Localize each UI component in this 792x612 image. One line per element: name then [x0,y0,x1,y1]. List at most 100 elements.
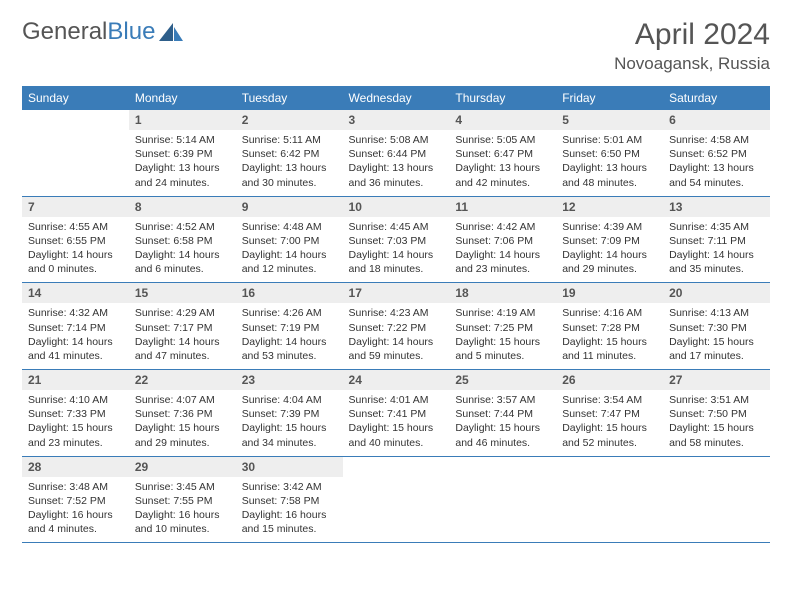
day-number: 26 [556,370,663,390]
sunset-line: Sunset: 7:36 PM [135,407,230,421]
day-number: 17 [343,283,450,303]
daylight-line-1: Daylight: 16 hours [135,508,230,522]
daylight-line-2: and 4 minutes. [28,522,123,536]
dayname-header: Saturday [663,86,770,110]
sunrise-line: Sunrise: 4:16 AM [562,306,657,320]
day-number: 10 [343,197,450,217]
daylight-line-2: and 53 minutes. [242,349,337,363]
daylight-line-2: and 42 minutes. [455,176,550,190]
daylight-line-1: Daylight: 14 hours [135,248,230,262]
sunset-line: Sunset: 7:28 PM [562,321,657,335]
sunrise-line: Sunrise: 4:19 AM [455,306,550,320]
day-number: 18 [449,283,556,303]
daylight-line-2: and 15 minutes. [242,522,337,536]
sunset-line: Sunset: 6:55 PM [28,234,123,248]
day-number: 20 [663,283,770,303]
daylight-line-2: and 10 minutes. [135,522,230,536]
calendar-day: 11 Sunrise: 4:42 AMSunset: 7:06 PMDayligh… [449,196,556,283]
daylight-line-2: and 52 minutes. [562,436,657,450]
sunset-line: Sunset: 7:06 PM [455,234,550,248]
sunrise-line: Sunrise: 4:13 AM [669,306,764,320]
day-number: 24 [343,370,450,390]
daylight-line-2: and 30 minutes. [242,176,337,190]
calendar-day: 20Sunrise: 4:13 AMSunset: 7:30 PMDayligh… [663,283,770,370]
sunset-line: Sunset: 7:09 PM [562,234,657,248]
day-number: 11 [449,197,556,217]
sunrise-line: Sunrise: 5:01 AM [562,133,657,147]
calendar-day: 8Sunrise: 4:52 AMSunset: 6:58 PMDaylight… [129,196,236,283]
day-details: Sunrise: 4:07 AMSunset: 7:36 PMDaylight:… [129,390,236,456]
dayname-header: Thursday [449,86,556,110]
daylight-line-1: Daylight: 14 hours [349,248,444,262]
calendar-day-empty [343,456,450,543]
day-details: Sunrise: 4:01 AMSunset: 7:41 PMDaylight:… [343,390,450,456]
brand-part1: General [22,18,107,45]
sunset-line: Sunset: 7:41 PM [349,407,444,421]
day-number: 9 [236,197,343,217]
day-number: 13 [663,197,770,217]
sunrise-line: Sunrise: 4:10 AM [28,393,123,407]
sunset-line: Sunset: 7:19 PM [242,321,337,335]
day-number: 25 [449,370,556,390]
sunset-line: Sunset: 7:25 PM [455,321,550,335]
day-details: Sunrise: 4:52 AMSunset: 6:58 PMDaylight:… [129,217,236,283]
daylight-line-1: Daylight: 14 hours [349,335,444,349]
calendar-day: 5Sunrise: 5:01 AMSunset: 6:50 PMDaylight… [556,110,663,196]
sunset-line: Sunset: 7:33 PM [28,407,123,421]
daylight-line-2: and 54 minutes. [669,176,764,190]
day-number: 6 [663,110,770,130]
sunset-line: Sunset: 7:22 PM [349,321,444,335]
daylight-line-2: and 35 minutes. [669,262,764,276]
day-number: 29 [129,457,236,477]
daylight-line-2: and 17 minutes. [669,349,764,363]
sunrise-line: Sunrise: 4:29 AM [135,306,230,320]
daylight-line-2: and 59 minutes. [349,349,444,363]
day-details: Sunrise: 5:05 AMSunset: 6:47 PMDaylight:… [449,130,556,196]
day-number: 16 [236,283,343,303]
daylight-line-1: Daylight: 14 hours [455,248,550,262]
day-number: 14 [22,283,129,303]
sunset-line: Sunset: 7:03 PM [349,234,444,248]
calendar-day: 19Sunrise: 4:16 AMSunset: 7:28 PMDayligh… [556,283,663,370]
calendar-day: 1Sunrise: 5:14 AMSunset: 6:39 PMDaylight… [129,110,236,196]
day-number: 30 [236,457,343,477]
sunrise-line: Sunrise: 4:04 AM [242,393,337,407]
daylight-line-2: and 5 minutes. [455,349,550,363]
sunset-line: Sunset: 7:44 PM [455,407,550,421]
day-details: Sunrise: 4:13 AMSunset: 7:30 PMDaylight:… [663,303,770,369]
day-details: Sunrise: 4:10 AMSunset: 7:33 PMDaylight:… [22,390,129,456]
daylight-line-1: Daylight: 13 hours [349,161,444,175]
calendar-day: 15Sunrise: 4:29 AMSunset: 7:17 PMDayligh… [129,283,236,370]
daylight-line-1: Daylight: 13 hours [455,161,550,175]
daylight-line-2: and 47 minutes. [135,349,230,363]
day-details: Sunrise: 4:35 AMSunset: 7:11 PMDaylight:… [663,217,770,283]
sunrise-line: Sunrise: 5:08 AM [349,133,444,147]
day-number: 28 [22,457,129,477]
sunrise-line: Sunrise: 4:39 AM [562,220,657,234]
daylight-line-1: Daylight: 15 hours [669,421,764,435]
daylight-line-1: Daylight: 13 hours [135,161,230,175]
day-details: Sunrise: 3:51 AMSunset: 7:50 PMDaylight:… [663,390,770,456]
daylight-line-2: and 46 minutes. [455,436,550,450]
sunrise-line: Sunrise: 4:42 AM [455,220,550,234]
dayname-header: Friday [556,86,663,110]
daylight-line-2: and 0 minutes. [28,262,123,276]
sunset-line: Sunset: 7:11 PM [669,234,764,248]
sunset-line: Sunset: 6:58 PM [135,234,230,248]
day-details: Sunrise: 4:04 AMSunset: 7:39 PMDaylight:… [236,390,343,456]
sunset-line: Sunset: 7:55 PM [135,494,230,508]
daylight-line-2: and 6 minutes. [135,262,230,276]
daylight-line-2: and 34 minutes. [242,436,337,450]
day-details: Sunrise: 3:45 AMSunset: 7:55 PMDaylight:… [129,477,236,543]
day-number: 3 [343,110,450,130]
daylight-line-1: Daylight: 15 hours [455,421,550,435]
day-number: 19 [556,283,663,303]
daylight-line-2: and 23 minutes. [28,436,123,450]
daylight-line-1: Daylight: 15 hours [349,421,444,435]
daylight-line-2: and 12 minutes. [242,262,337,276]
daylight-line-1: Daylight: 13 hours [669,161,764,175]
day-number: 27 [663,370,770,390]
sunrise-line: Sunrise: 3:54 AM [562,393,657,407]
calendar-week: 1Sunrise: 5:14 AMSunset: 6:39 PMDaylight… [22,110,770,196]
day-details: Sunrise: 4:32 AMSunset: 7:14 PMDaylight:… [22,303,129,369]
